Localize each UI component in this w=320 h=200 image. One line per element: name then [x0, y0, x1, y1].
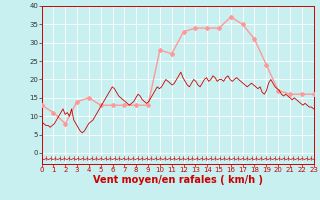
X-axis label: Vent moyen/en rafales ( km/h ): Vent moyen/en rafales ( km/h )	[92, 175, 263, 185]
